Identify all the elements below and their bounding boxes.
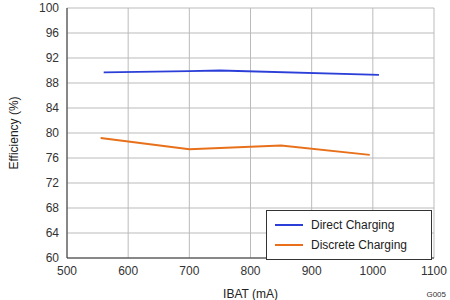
svg-text:100: 100 (39, 1, 59, 15)
html-text:Direct Charging: Direct Charging (311, 218, 395, 232)
svg-text:76: 76 (46, 151, 60, 165)
svg-text:1000: 1000 (359, 264, 386, 278)
svg-text:80: 80 (46, 126, 60, 140)
svg-text:IBAT (mA): IBAT (mA) (223, 287, 278, 300)
svg-text:1100: 1100 (421, 264, 442, 278)
svg-text:60: 60 (46, 251, 60, 265)
svg-text:Efficiency (%): Efficiency (%) (8, 96, 21, 169)
svg-text:500: 500 (57, 264, 77, 278)
svg-text:88: 88 (46, 76, 60, 90)
svg-text:600: 600 (118, 264, 138, 278)
svg-text:800: 800 (240, 264, 260, 278)
svg-text:84: 84 (46, 101, 60, 115)
html-text:G005: G005 (426, 290, 446, 299)
svg-text:900: 900 (302, 264, 322, 278)
svg-text:92: 92 (46, 51, 60, 65)
svg-text:72: 72 (46, 176, 60, 190)
svg-text:64: 64 (46, 226, 60, 240)
html-text:Discrete Charging: Discrete Charging (311, 238, 407, 252)
svg-text:96: 96 (46, 26, 60, 40)
svg-text:68: 68 (46, 201, 60, 215)
svg-text:700: 700 (179, 264, 199, 278)
